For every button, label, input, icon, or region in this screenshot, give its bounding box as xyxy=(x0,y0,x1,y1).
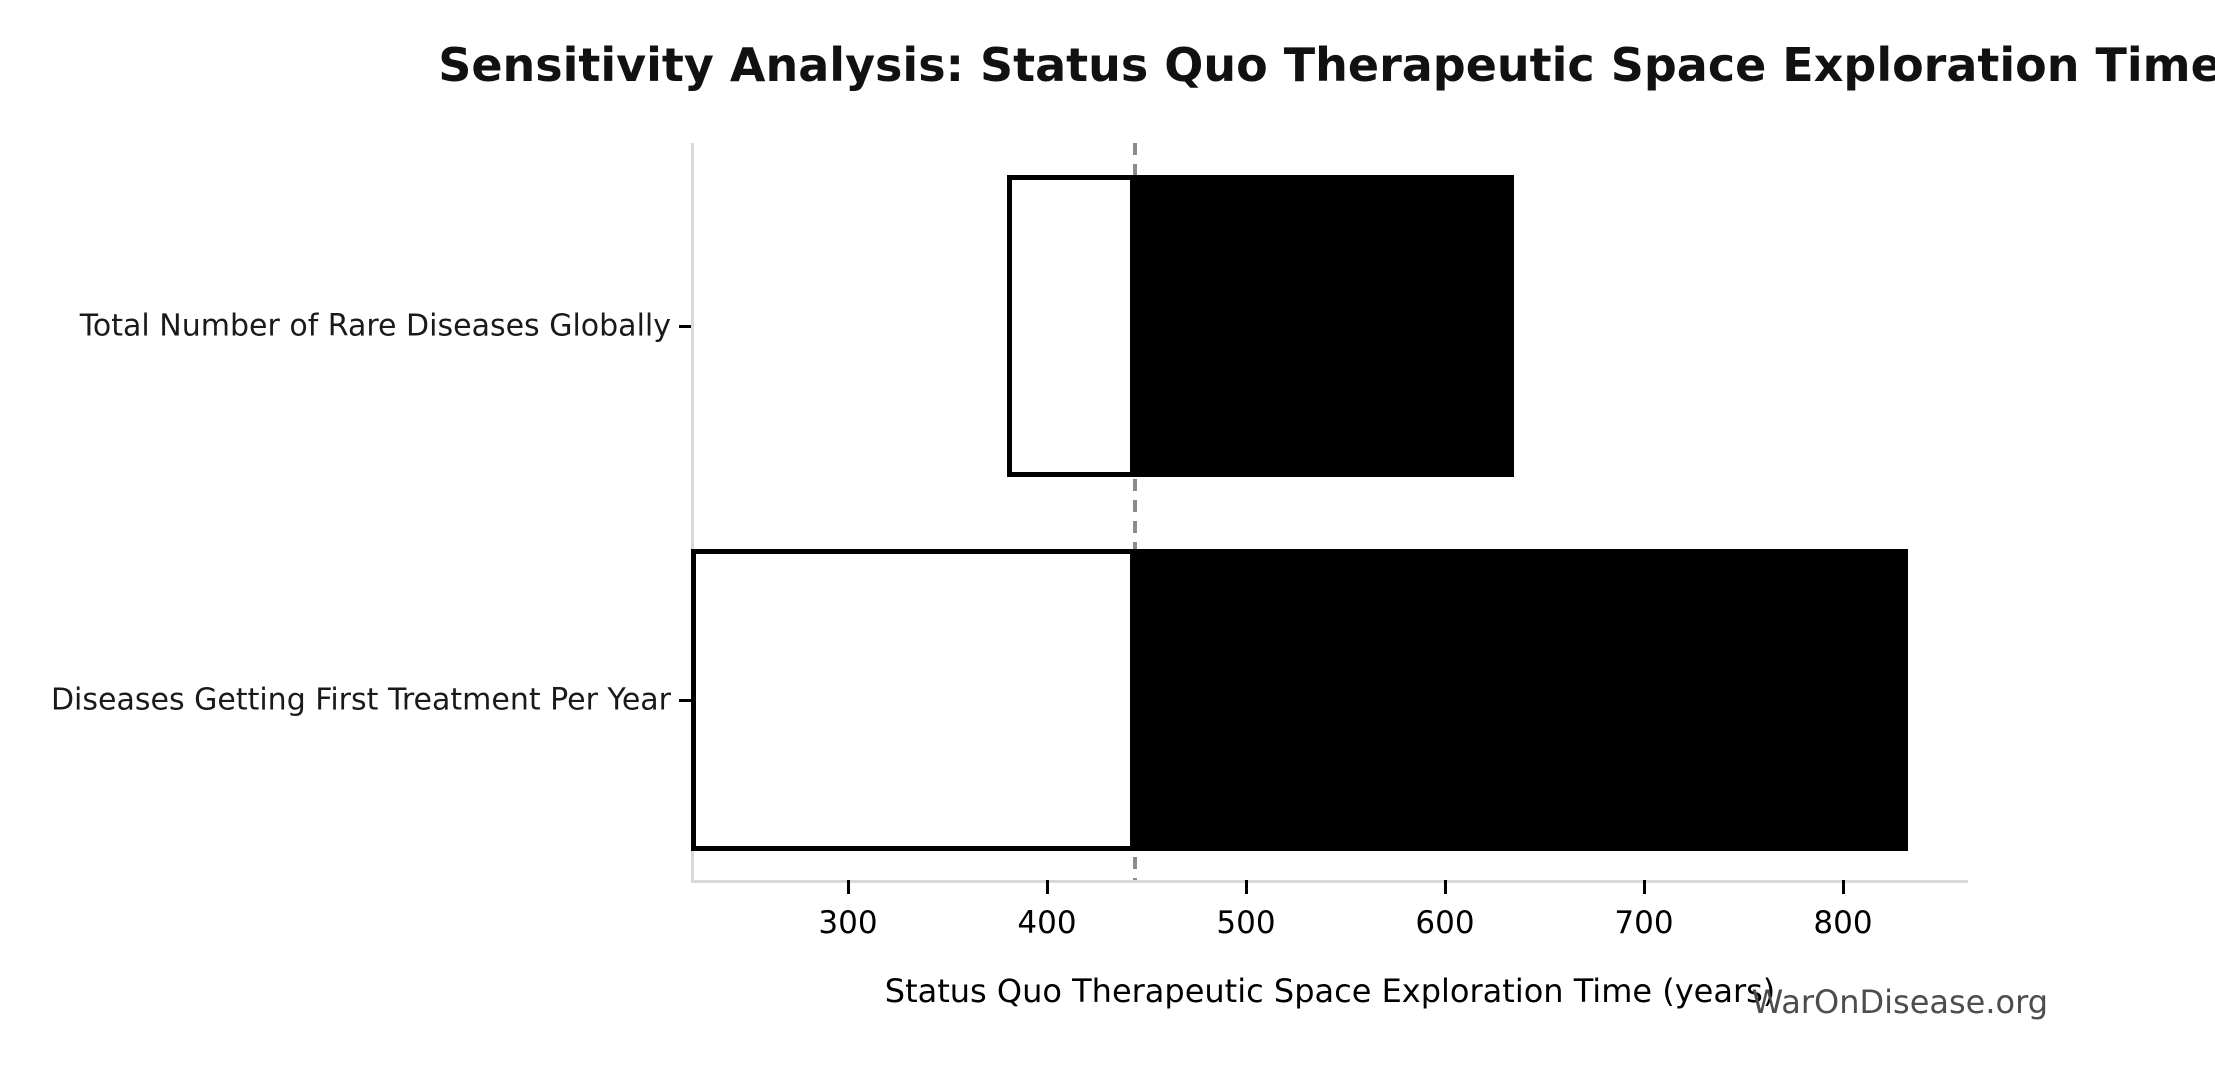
x-tick-label: 600 xyxy=(1415,905,1475,941)
x-axis-label: Status Quo Therapeutic Space Exploration… xyxy=(884,972,1776,1010)
y-axis-spine xyxy=(691,143,694,880)
y-tick-mark xyxy=(679,699,691,702)
x-axis-spine xyxy=(691,880,1968,883)
watermark: WarOnDisease.org xyxy=(1751,983,2048,1021)
bar-segment-above-base xyxy=(1134,175,1515,477)
bar-segment-below-base xyxy=(691,549,1135,851)
x-tick-mark xyxy=(847,880,850,894)
bar-segment-above-base xyxy=(1134,549,1909,851)
y-tick-label: Total Number of Rare Diseases Globally xyxy=(79,308,671,344)
x-tick-label: 800 xyxy=(1813,905,1873,941)
x-tick-mark xyxy=(1245,880,1248,894)
x-tick-label: 400 xyxy=(1017,905,1077,941)
plot-area xyxy=(691,143,1968,883)
x-tick-mark xyxy=(1046,880,1049,894)
x-tick-label: 500 xyxy=(1216,905,1276,941)
x-tick-mark xyxy=(1842,880,1845,894)
status-quo-reference-line xyxy=(1132,143,1137,880)
bar-segment-below-base xyxy=(1007,175,1135,477)
y-tick-mark xyxy=(679,325,691,328)
x-tick-label: 700 xyxy=(1614,905,1674,941)
y-tick-label: Diseases Getting First Treatment Per Yea… xyxy=(50,682,671,718)
chart-title: Sensitivity Analysis: Status Quo Therape… xyxy=(438,38,2215,92)
x-tick-mark xyxy=(1444,880,1447,894)
x-tick-label: 300 xyxy=(818,905,878,941)
x-tick-mark xyxy=(1643,880,1646,894)
